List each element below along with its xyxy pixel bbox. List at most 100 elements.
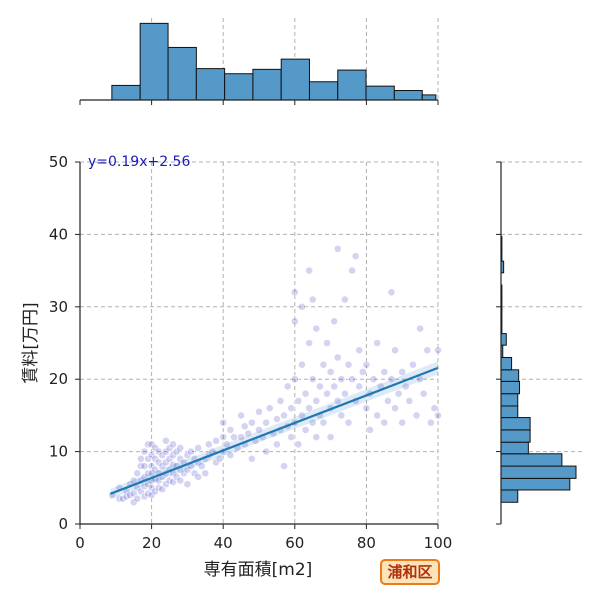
scatter-point [305, 266, 314, 275]
y-hist-bar [500, 333, 507, 346]
scatter-point [337, 411, 346, 420]
scatter-point [204, 440, 213, 449]
scatter-point [337, 375, 346, 384]
scatter-point [312, 433, 321, 442]
scatter-point [197, 462, 206, 470]
scatter-point [333, 397, 342, 405]
scatter-point [430, 404, 439, 413]
scatter-point [319, 360, 328, 369]
scatter-point [280, 462, 288, 470]
x-hist-bar [337, 69, 367, 101]
scatter-point [362, 360, 371, 369]
scatter-point [369, 375, 378, 384]
scatter-point [255, 425, 263, 434]
scatter-point [298, 302, 306, 311]
scatter-point [434, 411, 442, 420]
scatter-point [169, 440, 177, 449]
scatter-point [244, 429, 253, 438]
scatter-point [226, 425, 235, 434]
scatter-point [276, 397, 285, 405]
y-hist-bar [500, 417, 531, 431]
scatter-point [330, 317, 339, 326]
scatter-point [305, 339, 314, 347]
scatter-point [308, 375, 317, 384]
y-hist-bar [500, 489, 519, 503]
scatter-point [240, 422, 249, 431]
x-hist-bar [139, 22, 169, 101]
scatter-point [226, 451, 235, 460]
scatter-point [416, 324, 424, 333]
scatter-point [287, 433, 296, 442]
scatter-point [290, 317, 299, 326]
y-hist-bar [500, 369, 520, 382]
scatter-point [265, 404, 274, 413]
scatter-point [290, 288, 299, 297]
scatter-point [308, 295, 317, 304]
y-tick-label: 30 [49, 298, 68, 316]
y-tick-label: 0 [58, 515, 68, 533]
scatter-point [351, 252, 360, 261]
scatter-point [330, 382, 339, 391]
y-tick-label: 10 [49, 443, 68, 461]
scatter-point [319, 418, 328, 427]
x-tick-label: 40 [214, 534, 233, 552]
scatter-point [409, 360, 417, 369]
scatter-point [262, 447, 271, 456]
scatter-point [294, 397, 303, 405]
scatter-point [323, 389, 331, 398]
scatter-point [287, 404, 296, 413]
x-hist-bar [111, 84, 141, 101]
scatter-point [383, 397, 392, 405]
scatter-point [133, 469, 142, 478]
main-plot-axes: 0 20 40 60 80 100 0 10 20 30 40 50 [49, 153, 452, 552]
scatter-point [140, 447, 149, 456]
scatter-point [326, 433, 335, 442]
y-hist-bar [500, 429, 531, 443]
x-hist-bar [308, 81, 339, 101]
scatter-point [140, 462, 149, 470]
scatter-point [201, 469, 210, 478]
scatter-point [272, 440, 281, 449]
scatter-point [237, 411, 245, 420]
scatter-point [398, 368, 407, 376]
scatter-point [283, 382, 292, 391]
scatter-point [380, 418, 389, 427]
scatter-point [298, 411, 306, 420]
scatter-point [272, 415, 281, 423]
x-hist-bar [393, 90, 423, 101]
x-hist-bar [195, 68, 226, 101]
x-hist-bar [365, 85, 395, 101]
y-hist-bar [500, 380, 521, 395]
scatter-point [405, 397, 414, 405]
scatter-point [194, 473, 203, 481]
x-tick-label: 60 [285, 534, 304, 552]
regression-layer [110, 361, 439, 499]
scatter-point [162, 436, 170, 445]
scatter-point [387, 288, 396, 297]
y-hist-bar [500, 465, 577, 479]
scatter-point [219, 418, 228, 427]
scatter-point [305, 404, 314, 413]
scatter-point [348, 266, 356, 275]
scatter-point [280, 411, 288, 420]
scatter-point [290, 375, 299, 384]
scatter-point [355, 382, 364, 391]
scatter-point [362, 404, 371, 413]
x-hist-bar [167, 46, 197, 101]
y-tick-label: 20 [49, 370, 68, 388]
scatter-point [215, 454, 224, 463]
scatter-point [344, 360, 353, 369]
x-hist-bar [421, 94, 437, 101]
regression-equation: y=0.19x+2.56 [88, 154, 190, 170]
y-hist-bar [500, 393, 519, 407]
scatter-point [255, 407, 263, 416]
scatter-point [247, 454, 256, 463]
scatter-point [323, 339, 331, 347]
scatter-point [194, 444, 203, 452]
ward-badge: 浦和区 [380, 559, 440, 585]
scatter-point [387, 375, 396, 384]
scatter-point [301, 425, 310, 434]
scatter-point [333, 353, 342, 362]
y-marginal-histogram [496, 161, 585, 525]
